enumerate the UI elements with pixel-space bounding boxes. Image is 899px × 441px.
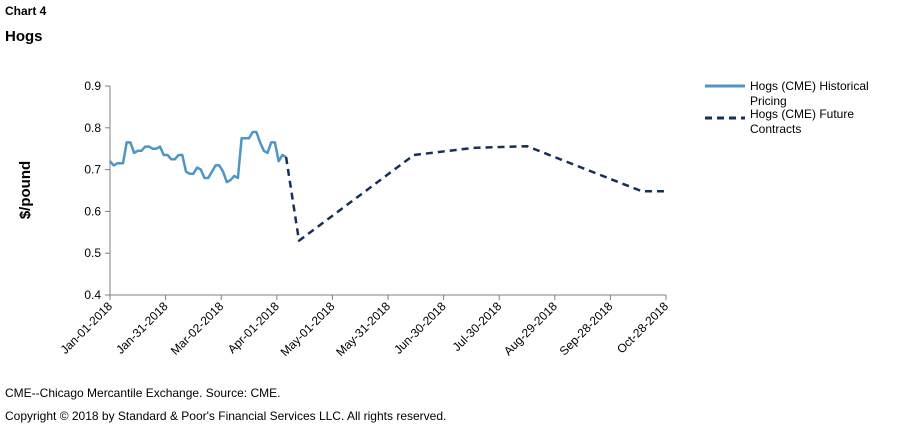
series-layer (109, 130, 666, 242)
x-tick-label: May-01-2018 (278, 299, 338, 359)
y-tick-label: 0.8 (84, 121, 101, 135)
y-tick-label: 0.6 (84, 204, 101, 218)
y-tick-label: 0.5 (84, 246, 101, 260)
y-tick-label: 0.7 (84, 163, 101, 177)
y-tick-label: 0.4 (84, 288, 101, 302)
x-tick-label: May-31-2018 (333, 299, 393, 359)
x-tick-label: Apr-01-2018 (225, 299, 282, 356)
chart-legend: Hogs (CME) Historical Pricing Hogs (CME)… (705, 79, 869, 136)
x-tick-label: Sep-28-2018 (557, 299, 616, 358)
x-tick-label: Aug-29-2018 (501, 299, 560, 358)
x-tick-label: Oct-28-2018 (614, 299, 671, 356)
x-tick-label: Jan-31-2018 (113, 299, 171, 357)
legend-label-historical-line2: Pricing (750, 94, 787, 108)
x-tick-label: Jul-30-2018 (450, 299, 505, 354)
y-axis-title: $/pound (17, 161, 34, 219)
legend-label-future-line1: Hogs (CME) Future (750, 107, 854, 121)
chart-axes: 0.4 0.5 0.6 0.7 0.8 0.9 Jan-01-2018Jan-31-2018… (17, 79, 671, 359)
x-tick-label: Mar-02-2018 (168, 299, 227, 358)
chart-number-label: Chart 4 (5, 4, 47, 18)
legend-label-historical-line1: Hogs (CME) Historical (750, 79, 869, 93)
source-note: CME--Chicago Mercantile Exchange. Source… (5, 386, 281, 400)
series-line-historical (109, 130, 287, 184)
y-tick-label: 0.9 (84, 79, 101, 93)
legend-label-future-line2: Contracts (750, 122, 801, 136)
x-tick-label: Jan-01-2018 (58, 299, 116, 357)
series-line-future (284, 144, 666, 242)
x-tick-label: Jun-30-2018 (391, 299, 449, 357)
copyright-note: Copyright © 2018 by Standard & Poor's Fi… (5, 409, 447, 423)
chart-title: Hogs (5, 28, 43, 45)
